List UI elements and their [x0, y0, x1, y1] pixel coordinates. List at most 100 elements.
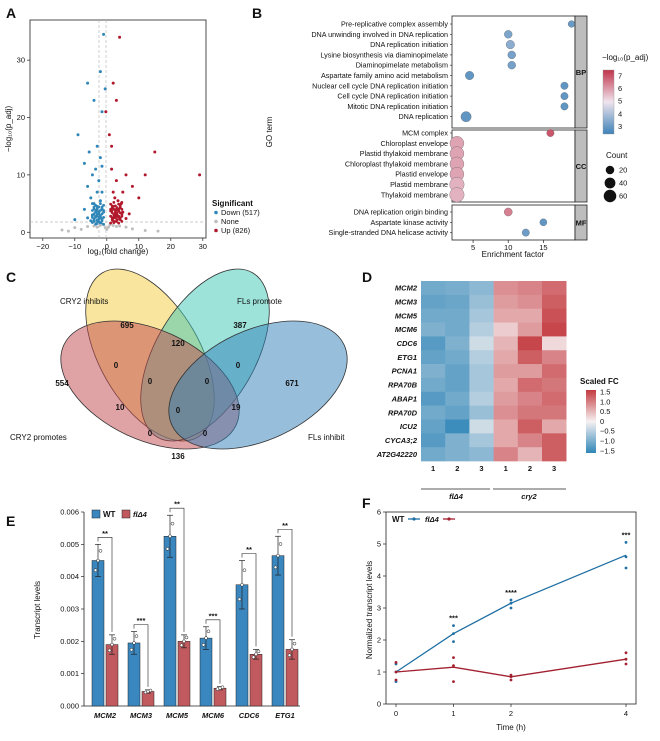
volcano-point — [94, 222, 97, 226]
volcano-legend-item: None — [221, 217, 239, 226]
volcano-point — [91, 202, 94, 205]
heatmap-legend-tick: −0.5 — [600, 427, 615, 436]
volcano-point — [124, 225, 128, 229]
go-term: Mitotic DNA replication initiation — [347, 102, 448, 111]
line-y-tick: 1 — [377, 668, 381, 677]
volcano-point — [102, 222, 105, 226]
volcano-point — [95, 225, 99, 229]
go-term: Chloroplast thylakoid membrane — [345, 159, 448, 168]
heatmap-cell — [421, 336, 446, 351]
panel-b-label: B — [252, 5, 262, 21]
bar-y-tick: 0.002 — [60, 637, 79, 646]
volcano-point — [94, 209, 97, 212]
bar-legend-wt: WT — [103, 510, 116, 519]
heatmap-cell — [445, 405, 470, 420]
volcano-y-tick: 20 — [17, 113, 25, 122]
venn-set-fls-inhibit — [168, 320, 348, 450]
bar-replicate-point — [290, 647, 294, 652]
go-term: Aspartate family amino acid metabolism — [321, 71, 448, 80]
volcano-point — [92, 205, 96, 209]
go-term: DNA replication initiation — [370, 40, 448, 49]
volcano-point — [116, 199, 120, 203]
volcano-point — [130, 227, 134, 231]
heatmap-cell — [517, 364, 543, 379]
go-term: Cell cycle DNA replication initiation — [337, 92, 448, 101]
panel-c-label: C — [6, 269, 16, 285]
bar-category-label: MCM6 — [202, 711, 225, 720]
volcano-point — [98, 156, 102, 160]
heatmap-cell — [542, 433, 567, 448]
heatmap-cell — [421, 377, 446, 393]
heatmap-cell — [493, 405, 519, 420]
volcano-point — [118, 216, 122, 220]
heatmap-cell — [517, 350, 543, 365]
volcano-point — [99, 202, 102, 205]
volcano-y-tick: 0 — [21, 228, 25, 237]
heatmap-cell — [542, 281, 567, 296]
line-point — [452, 624, 455, 627]
heatmap-cell — [421, 405, 446, 420]
volcano-point — [109, 221, 113, 225]
volcano-legend-marker — [214, 210, 218, 215]
bar-wt — [163, 536, 177, 707]
volcano-y-tick: 30 — [17, 56, 25, 65]
volcano-point — [82, 207, 86, 211]
go-xlabel: Enrichment factor — [482, 250, 545, 259]
heatmap-row-label: MCM5 — [395, 311, 418, 320]
heatmap-cell — [517, 294, 543, 309]
go-group-label: CC — [576, 162, 587, 171]
bar-replicate-point — [165, 547, 170, 551]
go-term: Plastid thylakoid membrane — [360, 149, 448, 158]
bar-replicate-point — [254, 652, 258, 657]
volcano-point — [82, 161, 86, 165]
heatmap-group-cry2: cry2 — [521, 492, 537, 501]
volcano-x-tick: −20 — [36, 242, 49, 251]
heatmap-cell — [517, 433, 543, 448]
bar-replicate-point — [251, 655, 256, 659]
heatmap-cell — [469, 391, 494, 406]
volcano-x-tick: 30 — [199, 242, 207, 251]
go-size-tick: 40 — [619, 179, 627, 188]
venn-count: 0 — [176, 406, 181, 415]
volcano-point — [92, 98, 96, 102]
heatmap-cell — [493, 419, 519, 434]
volcano-x-tick: 20 — [167, 242, 175, 251]
volcano-x-tick: 10 — [135, 242, 143, 251]
bar-replicate-point — [179, 643, 184, 647]
panel-a-label: A — [6, 5, 16, 21]
go-group-strip — [574, 204, 588, 241]
heatmap-cell — [421, 364, 446, 379]
volcano-point — [111, 81, 115, 85]
heatmap-cell — [445, 391, 470, 406]
volcano-point — [118, 35, 122, 39]
volcano-point — [103, 226, 107, 230]
heatmap-cell — [493, 322, 519, 337]
heatmap-cell — [493, 294, 519, 309]
line-y-tick: 6 — [377, 508, 381, 517]
volcano-point — [99, 221, 102, 224]
volcano-y-tick: 10 — [17, 170, 25, 179]
bar-replicate-point — [204, 636, 208, 640]
go-dot — [521, 228, 530, 237]
bar-sig-label: ** — [174, 500, 180, 509]
heatmap-row-label: RPA70B — [388, 381, 418, 390]
panel-f-label: F — [362, 495, 371, 511]
heatmap-cell — [421, 350, 446, 365]
venn-count: 0 — [203, 429, 208, 438]
heatmap-cells — [421, 281, 567, 462]
volcano-point — [100, 110, 104, 114]
heatmap-row-label: MCM3 — [395, 297, 418, 306]
heatmap-col-label: 3 — [479, 464, 483, 473]
volcano-point — [153, 150, 157, 154]
venn-count: 554 — [55, 379, 69, 388]
heatmap-cell — [421, 281, 446, 296]
volcano-point — [118, 224, 122, 228]
bar-replicate-point — [237, 597, 242, 602]
go-group-strip — [574, 15, 588, 129]
volcano-point — [120, 201, 124, 204]
go-size-legend-title: Count — [606, 151, 628, 160]
heatmap-cell — [469, 419, 494, 434]
bar-category-label: ETG1 — [275, 711, 295, 720]
bar-replicate-point — [98, 549, 103, 553]
volcano-point — [66, 229, 70, 233]
